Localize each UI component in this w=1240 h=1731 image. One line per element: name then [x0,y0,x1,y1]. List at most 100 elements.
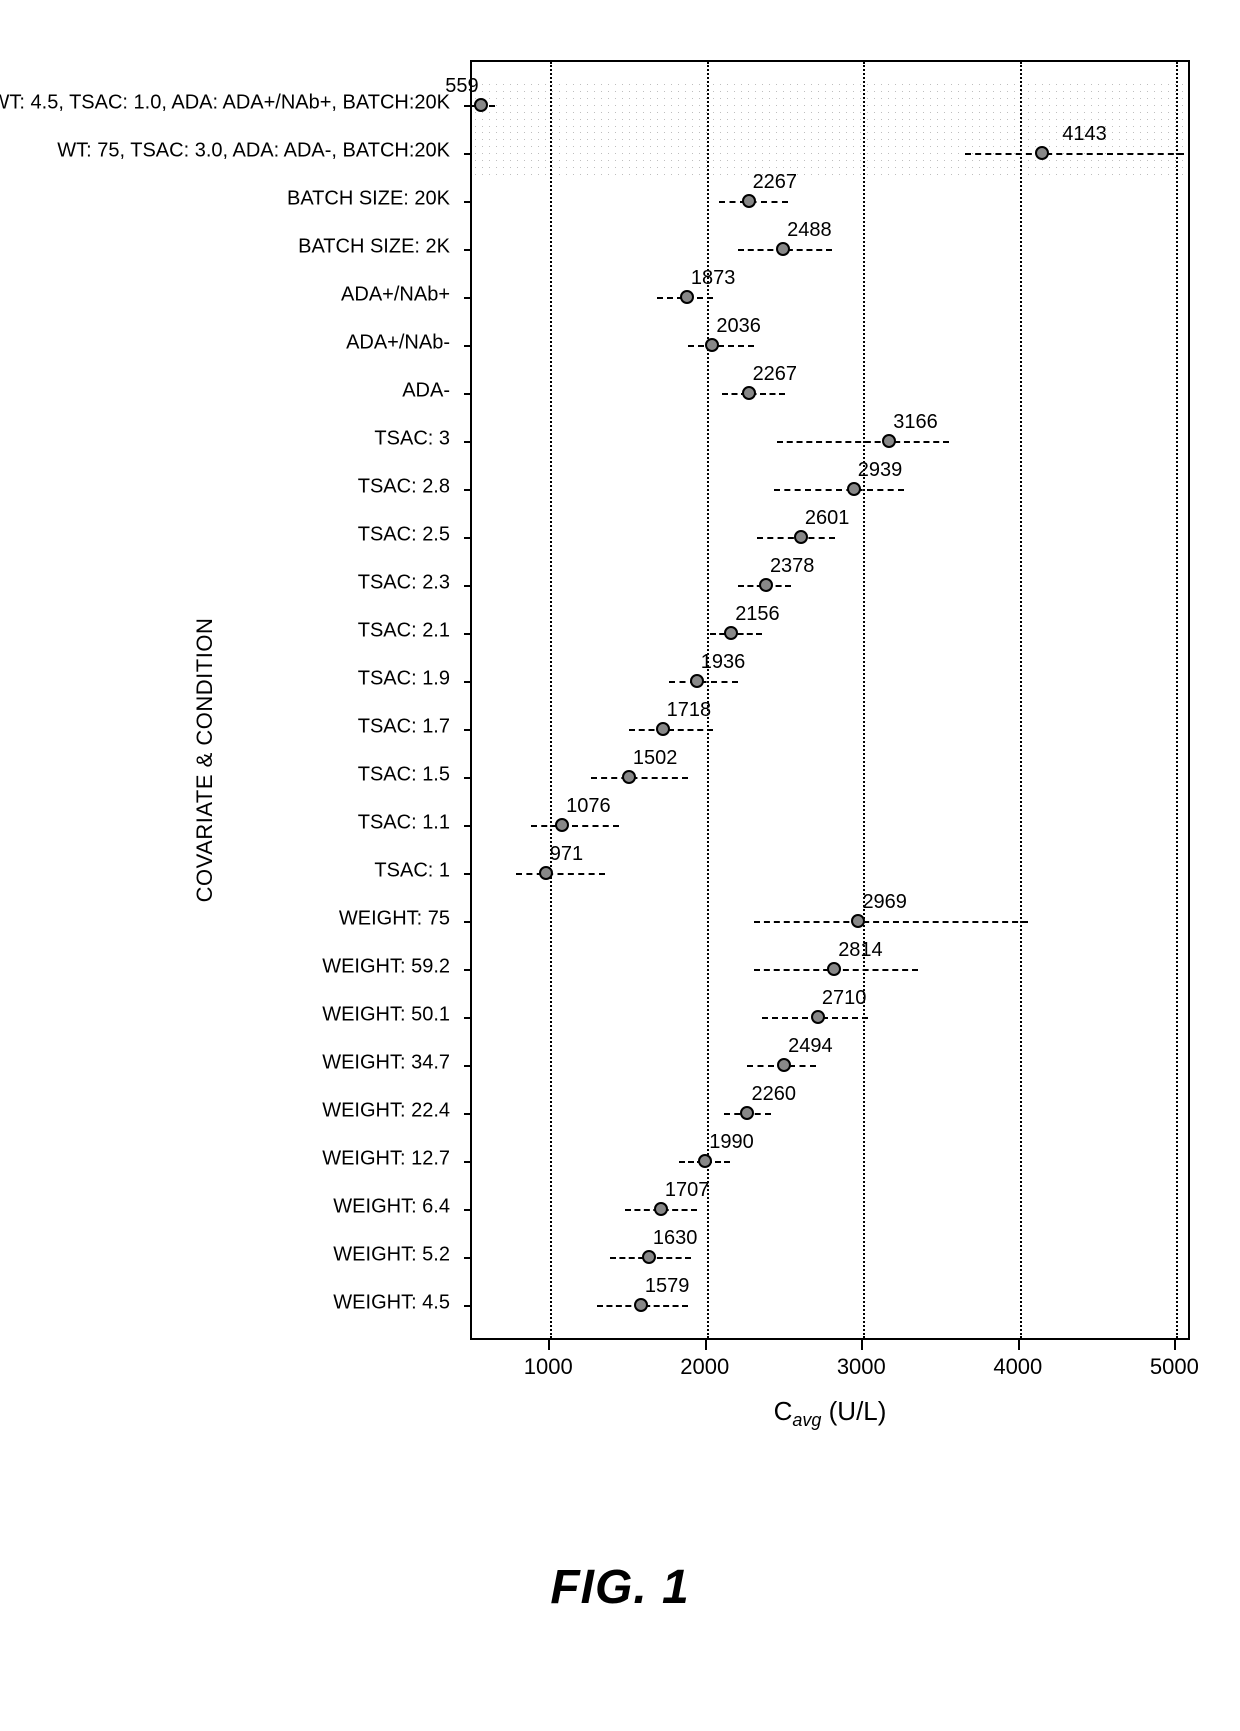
y-tick [464,297,472,299]
x-axis-label-sub: avg [792,1410,821,1430]
category-label: WEIGHT: 6.4 [333,1196,450,1219]
x-axis-label-suffix: (U/L) [821,1396,886,1426]
value-label: 2267 [753,171,798,194]
category-label: WEIGHT: 4.5 [333,1292,450,1315]
confidence-whisker [754,921,1028,923]
confidence-whisker [774,489,904,491]
x-tick [1018,1340,1020,1350]
x-tick [1174,1340,1176,1350]
value-label: 2494 [788,1035,833,1058]
category-label: TSAC: 2.3 [358,572,450,595]
estimate-point [742,386,756,400]
y-tick [464,729,472,731]
chart-container: COVARIATE & CONDITION WT: 4.5, TSAC: 1.0… [40,60,1200,1460]
y-tick [464,1017,472,1019]
category-label: ADA- [402,380,450,403]
x-tick [548,1340,550,1350]
gridline-v [1176,62,1178,1338]
estimate-point [742,194,756,208]
category-label: TSAC: 1 [374,860,450,883]
estimate-point [882,434,896,448]
x-tick-label: 3000 [837,1354,886,1380]
value-label: 1579 [645,1275,690,1298]
x-tick [705,1340,707,1350]
value-label: 2969 [862,891,907,914]
category-label: TSAC: 1.5 [358,764,450,787]
y-tick [464,681,472,683]
category-label: TSAC: 1.7 [358,716,450,739]
value-label: 2156 [735,603,780,626]
confidence-whisker [516,873,605,875]
y-tick [464,585,472,587]
category-label: WEIGHT: 5.2 [333,1244,450,1267]
y-tick [464,249,472,251]
y-tick [464,873,472,875]
category-label: TSAC: 2.5 [358,524,450,547]
y-tick [464,777,472,779]
value-label: 2939 [858,459,903,482]
figure-caption: FIG. 1 [550,1560,689,1615]
value-label: 2814 [838,939,883,962]
y-tick [464,1065,472,1067]
y-tick [464,633,472,635]
estimate-point [776,242,790,256]
y-tick [464,201,472,203]
value-label: 2267 [753,363,798,386]
estimate-point [690,674,704,688]
category-label: TSAC: 1.1 [358,812,450,835]
value-label: 2601 [805,507,850,530]
estimate-point [740,1106,754,1120]
estimate-point [811,1010,825,1024]
forest-plot: 5594143226724881873203622673166293926012… [470,60,1190,1340]
estimate-point [680,290,694,304]
category-label: ADA+/NAb- [346,332,450,355]
y-tick [464,105,472,107]
category-label: TSAC: 2.8 [358,476,450,499]
y-tick [464,393,472,395]
estimate-point [656,722,670,736]
category-label: WEIGHT: 34.7 [322,1052,450,1075]
y-tick [464,1305,472,1307]
category-label: BATCH SIZE: 2K [298,236,450,259]
y-tick [464,1113,472,1115]
value-label: 559 [445,75,478,98]
category-label: TSAC: 1.9 [358,668,450,691]
estimate-point [827,962,841,976]
category-label: WEIGHT: 12.7 [322,1148,450,1171]
y-tick [464,825,472,827]
confidence-whisker [965,153,1184,155]
estimate-point [474,98,488,112]
y-tick [464,537,472,539]
category-label: BATCH SIZE: 20K [287,188,450,211]
value-label: 1707 [665,1179,710,1202]
gridline-v [863,62,865,1338]
y-tick [464,1209,472,1211]
category-label: TSAC: 3 [374,428,450,451]
page: COVARIATE & CONDITION WT: 4.5, TSAC: 1.0… [0,0,1240,1731]
estimate-point [851,914,865,928]
value-label: 971 [550,843,583,866]
category-label: WEIGHT: 50.1 [322,1004,450,1027]
estimate-point [539,866,553,880]
value-label: 2260 [751,1083,796,1106]
shaded-row [472,81,1188,129]
estimate-point [777,1058,791,1072]
estimate-point [847,482,861,496]
value-label: 2488 [787,219,832,242]
value-label: 1718 [667,699,712,722]
confidence-whisker [591,777,688,779]
y-tick [464,969,472,971]
y-tick [464,441,472,443]
estimate-point [1035,146,1049,160]
x-tick-label: 4000 [993,1354,1042,1380]
estimate-point [555,818,569,832]
value-label: 2036 [716,315,761,338]
estimate-point [634,1298,648,1312]
category-label: WT: 75, TSAC: 3.0, ADA: ADA-, BATCH:20K [57,140,450,163]
y-tick [464,489,472,491]
y-tick [464,345,472,347]
value-label: 3166 [893,411,938,434]
value-label: 1873 [691,267,736,290]
estimate-point [642,1250,656,1264]
x-tick-label: 2000 [680,1354,729,1380]
